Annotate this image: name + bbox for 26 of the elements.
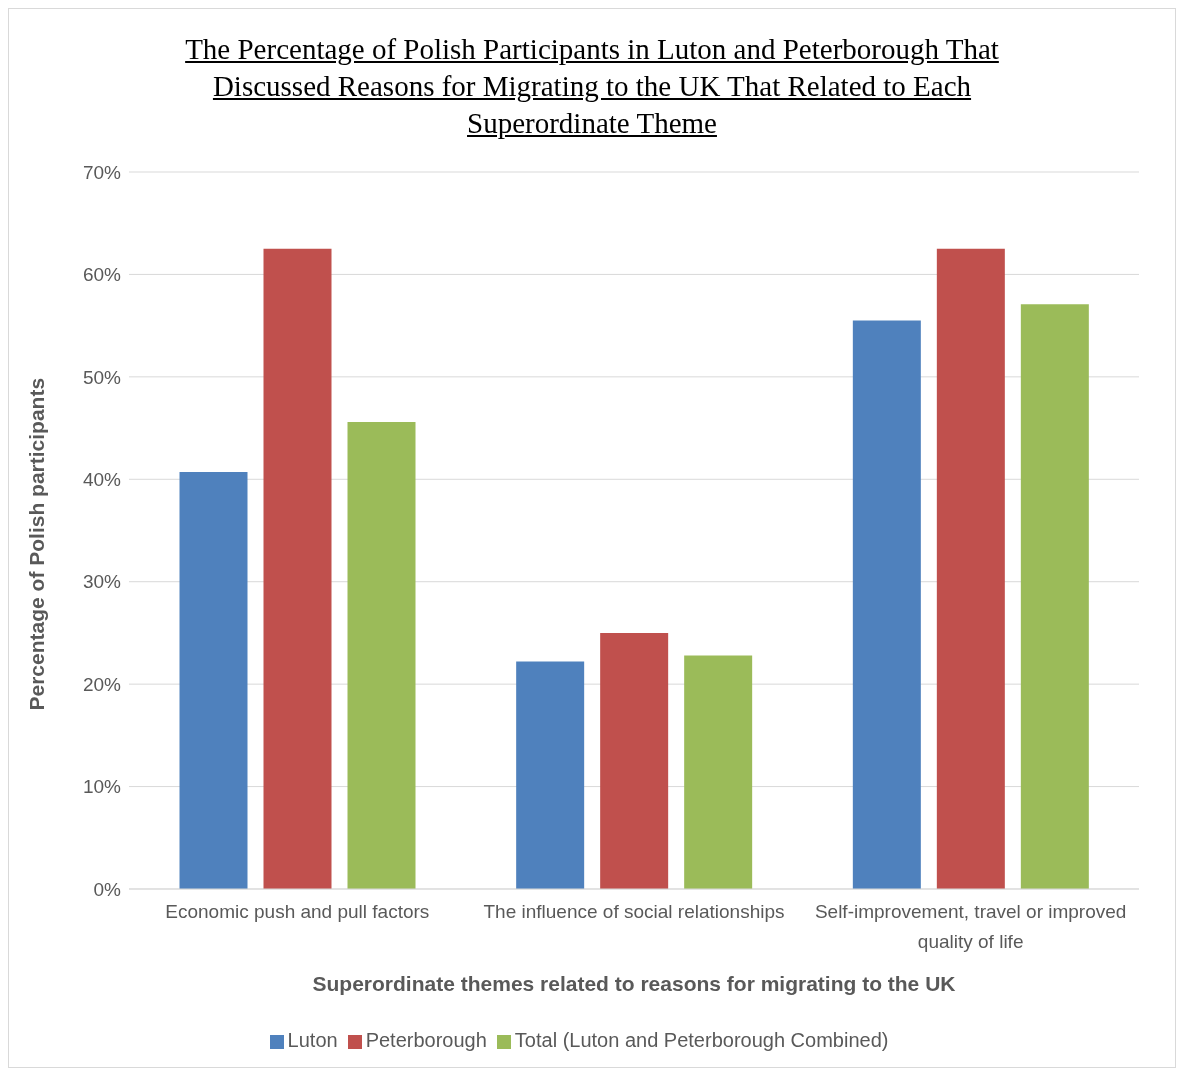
y-tick-label: 20%: [82, 673, 122, 695]
bar: [347, 421, 416, 889]
y-tick-label: 70%: [82, 161, 122, 183]
bar: [684, 655, 753, 889]
bar: [516, 661, 585, 889]
chart-title: The Percentage of Polish Participants in Luton and Peterborough That Discussed Reasons for Migrating to the UK That Related to Each Superordinate Theme: [184, 32, 1000, 141]
y-axis-title: Percentage of Polish participants: [25, 377, 49, 711]
x-tick-label: The influence of social relationships: [483, 901, 785, 923]
bar: [852, 320, 921, 889]
y-tick-label: 0%: [93, 878, 122, 900]
legend-label: Peterborough: [365, 1029, 487, 1051]
y-tick-label: 10%: [82, 776, 122, 798]
x-tick-label: Self-improvement, travel or improved quality of life: [814, 901, 1127, 953]
bar: [179, 472, 248, 889]
x-tick-label: Economic push and pull factors: [165, 901, 430, 923]
y-tick-label: 60%: [82, 264, 122, 286]
y-tick-label: 50%: [82, 366, 122, 388]
bar: [1020, 304, 1089, 889]
y-tick-label: 30%: [82, 571, 122, 593]
bar: [263, 248, 332, 889]
bar: [936, 248, 1005, 889]
x-axis-title: Superordinate themes related to reasons for migrating to the UK: [312, 972, 956, 995]
y-tick-label: 40%: [82, 469, 122, 491]
legend-label: Luton: [287, 1029, 338, 1051]
bar: [600, 632, 669, 889]
legend-label: Total (Luton and Peterborough Combined): [514, 1029, 889, 1051]
